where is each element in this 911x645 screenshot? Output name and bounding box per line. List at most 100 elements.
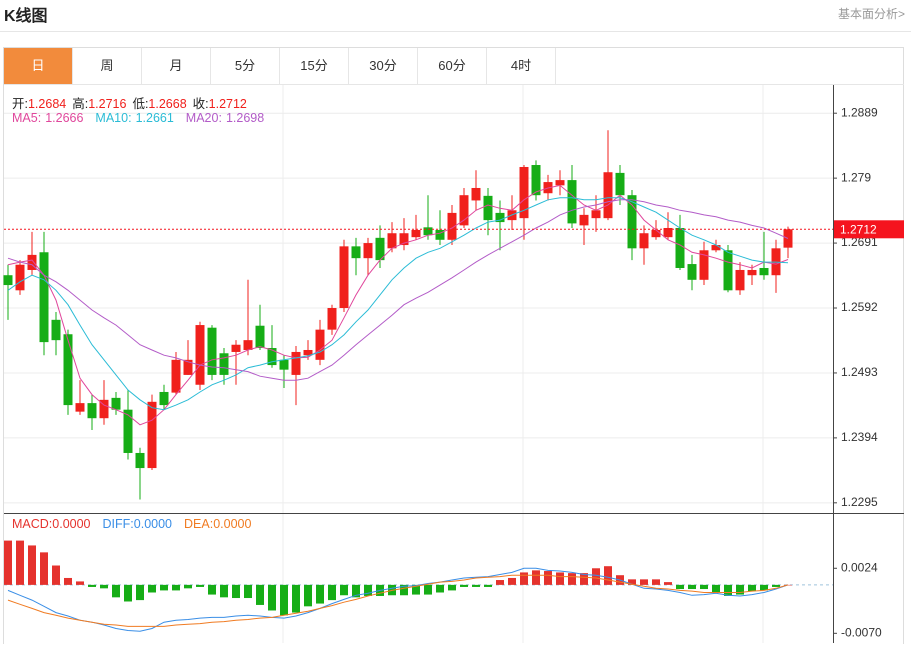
macd-bar xyxy=(364,584,372,596)
macd-bar xyxy=(676,584,684,590)
macd-bar xyxy=(604,566,612,585)
ohlc-value: 1.2712 xyxy=(208,97,247,111)
macd-bar xyxy=(16,540,24,585)
macd-bar xyxy=(52,565,60,585)
candle-body xyxy=(183,359,193,375)
candle-body xyxy=(495,212,505,223)
macd-bar xyxy=(460,584,468,587)
macd-bar xyxy=(136,584,144,601)
macd-bar xyxy=(664,582,672,585)
y-tick-label: 1.2889 xyxy=(841,105,878,119)
candle-body xyxy=(75,403,85,412)
macd-bar xyxy=(184,584,192,589)
macd-bar xyxy=(172,584,180,591)
candle-body xyxy=(339,246,349,309)
candle-body xyxy=(291,351,301,375)
candle-body xyxy=(111,397,121,410)
candle-body xyxy=(615,172,625,196)
legend-value: 0.0000 xyxy=(133,517,172,531)
macd-bar xyxy=(640,579,648,585)
candle-body xyxy=(483,195,493,221)
macd-bar xyxy=(568,573,576,585)
period-tab[interactable]: 周 xyxy=(73,48,142,84)
macd-bar xyxy=(100,584,108,589)
candle-body xyxy=(315,329,325,360)
ohlc-value: 1.2684 xyxy=(27,97,67,111)
candle-body xyxy=(711,245,721,251)
candle-body xyxy=(159,391,169,406)
candle-body xyxy=(579,214,589,226)
ohlc-label: 高: xyxy=(72,97,89,111)
macd-bar xyxy=(160,584,168,591)
candle-body xyxy=(39,252,49,343)
candle-body xyxy=(759,268,769,276)
macd-bar xyxy=(76,581,84,585)
macd-bar xyxy=(544,571,552,585)
macd-bar xyxy=(340,584,348,596)
candle-body xyxy=(723,250,733,291)
period-tab[interactable]: 30分 xyxy=(349,48,418,84)
candle-body xyxy=(663,227,673,238)
ohlc-value: 1.2668 xyxy=(148,97,187,111)
macd-bar xyxy=(772,584,780,587)
fundamental-link[interactable]: 基本面分析> xyxy=(837,7,905,21)
y-tick-label: 1.279 xyxy=(841,170,871,184)
y-tick-label: -0.0070 xyxy=(841,625,882,639)
candle-body xyxy=(651,229,661,238)
macd-bar xyxy=(496,580,504,585)
macd-bar xyxy=(712,584,720,593)
macd-bar xyxy=(412,584,420,595)
macd-bar xyxy=(88,584,96,587)
candle-body xyxy=(99,399,109,419)
candle-body xyxy=(27,254,37,270)
candle-body xyxy=(375,237,385,261)
candle-body xyxy=(699,250,709,280)
candle-body xyxy=(447,212,457,240)
macd-bar xyxy=(472,584,480,587)
legend-name: MA10: xyxy=(95,111,132,125)
macd-bar xyxy=(304,584,312,607)
period-tab[interactable]: 日 xyxy=(4,48,73,84)
chart-frame xyxy=(3,47,904,644)
macd-bar xyxy=(40,552,48,585)
macd-bar xyxy=(580,573,588,585)
macd-bar xyxy=(592,568,600,585)
period-tab[interactable]: 15分 xyxy=(280,48,349,84)
macd-line xyxy=(7,574,789,627)
macd-bar xyxy=(400,584,408,596)
candle-body xyxy=(555,180,565,186)
candle-body xyxy=(243,340,253,350)
macd-bar xyxy=(484,584,492,587)
candle-body xyxy=(747,269,757,276)
candle-body xyxy=(627,195,637,249)
candle-body xyxy=(471,187,481,201)
candle-body xyxy=(147,401,157,469)
macd-bar xyxy=(628,579,636,585)
ma-legend: MA5: 1.2666 MA10: 1.2661 MA20: 1.2698 xyxy=(12,111,276,125)
period-tab[interactable]: 月 xyxy=(142,48,211,84)
macd-bar xyxy=(4,540,12,585)
legend-name: DEA: xyxy=(184,517,214,531)
macd-bar xyxy=(556,572,564,585)
candle-body xyxy=(531,165,541,196)
period-tab[interactable]: 5分 xyxy=(211,48,280,84)
candle-body xyxy=(279,359,289,370)
candle-body xyxy=(567,180,577,224)
ohlc-label: 低: xyxy=(132,97,149,111)
ma-line xyxy=(7,199,789,381)
candle-body xyxy=(675,227,685,268)
macd-bar xyxy=(760,584,768,591)
legend-value: 1.2698 xyxy=(225,111,265,125)
macd-bar xyxy=(316,584,324,604)
candle-body xyxy=(3,275,13,286)
macd-bar xyxy=(208,584,216,595)
y-tick-label: 1.2691 xyxy=(841,235,878,249)
candle-body xyxy=(219,353,229,375)
macd-bar xyxy=(64,577,72,585)
candle-body xyxy=(459,195,469,226)
y-tick-label: 1.2295 xyxy=(841,495,878,509)
period-tab[interactable]: 60分 xyxy=(418,48,487,84)
legend-value: 0.0000 xyxy=(52,517,91,531)
period-tab[interactable]: 4时 xyxy=(487,48,556,84)
